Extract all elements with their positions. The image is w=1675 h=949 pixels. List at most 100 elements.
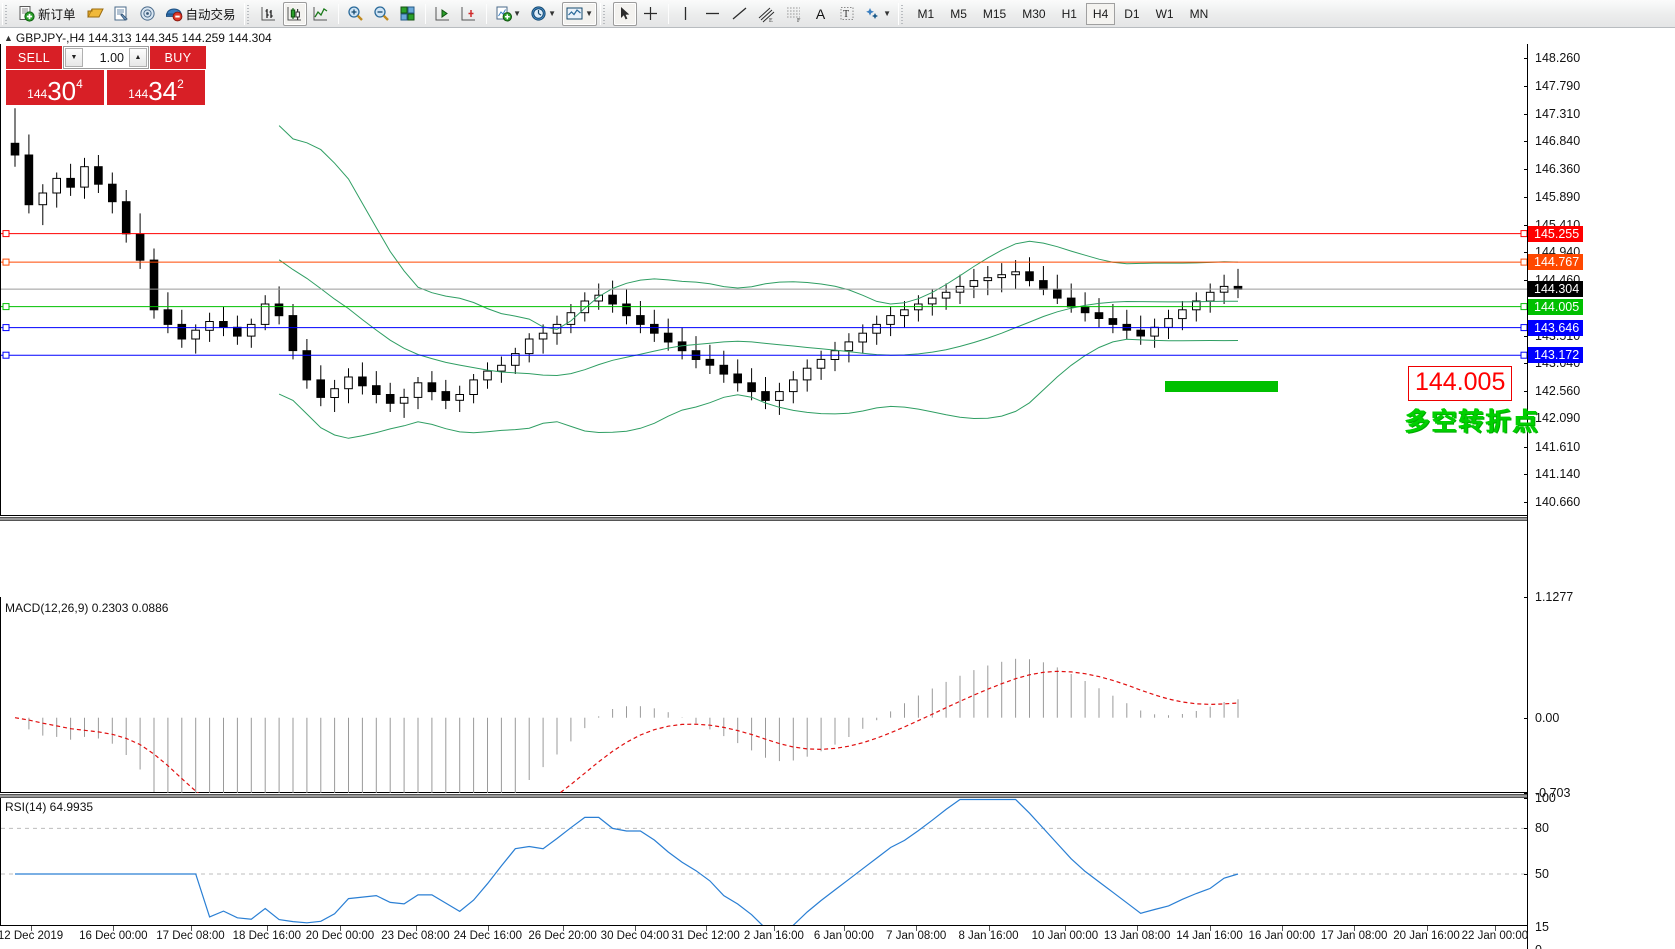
chevron-down-icon[interactable]: ▼ (513, 9, 521, 18)
chevron-down-icon[interactable]: ▼ (548, 9, 556, 18)
chevron-down-icon[interactable]: ▼ (883, 9, 891, 18)
rsi-panel[interactable] (0, 798, 1528, 949)
time-tick (916, 926, 918, 931)
toolbar-grip-2[interactable] (243, 2, 253, 25)
time-tick (1494, 926, 1496, 931)
sell-button[interactable]: SELL (6, 46, 62, 69)
time-tick (415, 926, 417, 931)
timeframe-h4[interactable]: H4 (1085, 2, 1116, 25)
toolbar-grip-1[interactable] (2, 2, 11, 25)
folder-icon (86, 5, 105, 22)
macd-panel[interactable] (0, 597, 1527, 793)
chart-container[interactable]: ▲ GBPJPY-,H4 144.313 144.345 144.259 144.… (0, 28, 1675, 949)
sell-price-display[interactable]: 144 30 4 (6, 70, 104, 105)
toolbar-separator-3 (485, 3, 487, 24)
price-level-chip[interactable]: 145.255 (1528, 225, 1584, 242)
buy-price-display[interactable]: 144 34 2 (107, 70, 205, 105)
tile-windows-icon (399, 5, 416, 22)
time-tick (773, 926, 775, 931)
equidistant-channel-tool[interactable]: E (754, 2, 780, 26)
zoom-in-button[interactable] (344, 2, 368, 26)
macd-label: MACD(12,26,9) 0.2303 0.0886 (5, 601, 169, 615)
timeframe-m5[interactable]: M5 (950, 6, 967, 21)
sell-price-big: 30 (47, 76, 77, 106)
horizontal-line-tool[interactable] (700, 2, 725, 26)
timeframe-m15[interactable]: M15 (982, 6, 1007, 21)
volume-value[interactable]: 1.00 (99, 50, 124, 65)
vertical-line-icon (678, 5, 693, 22)
chart-shift-button[interactable] (457, 2, 481, 26)
price-axis[interactable]: 148.260 147.790 147.310 146.840 146.360 145.8… (1524, 44, 1675, 949)
zoom-in-icon (347, 5, 364, 22)
auto-trading-button[interactable]: 自动交易 (162, 2, 241, 26)
fibonacci-tool[interactable]: F (782, 2, 807, 26)
timeframe-h1[interactable]: H1 (1061, 6, 1077, 21)
line-chart-button[interactable] (309, 2, 333, 26)
text-label-tool[interactable]: T (835, 2, 859, 26)
volume-stepper[interactable]: ▼ 1.00 ▲ (63, 46, 149, 69)
time-tick (988, 926, 990, 931)
symbol-header: ▲ GBPJPY-,H4 144.313 144.345 144.259 144.… (4, 31, 272, 45)
text-a-icon: A (815, 5, 826, 22)
price-level-chip[interactable]: 144.304 (1528, 281, 1584, 298)
price-level-chip[interactable]: 144.005 (1528, 298, 1584, 315)
shapes-tool[interactable]: ▼ (861, 2, 895, 26)
macd-tick-label: 1.1277 (1535, 590, 1574, 604)
collapse-triangle-icon[interactable]: ▲ (4, 33, 13, 43)
toolbar-separator-1 (337, 3, 339, 24)
buy-button[interactable]: BUY (150, 46, 206, 69)
mql5-community-button[interactable] (83, 2, 108, 26)
price-panel[interactable] (0, 44, 1528, 516)
periods-button[interactable]: ▼ (527, 2, 560, 26)
market-button[interactable] (136, 2, 160, 26)
vertical-line-tool[interactable] (674, 2, 698, 26)
price-level-chip[interactable]: 144.767 (1528, 254, 1584, 271)
macd-tick-label: 0.00 (1535, 710, 1560, 725)
time-axis[interactable]: 12 Dec 2019 16 Dec 00:00 17 Dec 08:00 18 De… (0, 925, 1529, 949)
timeframe-m30[interactable]: M30 (1022, 6, 1046, 21)
price-tick (1524, 252, 1528, 253)
time-tick-label: 22 Jan 00:00 (1461, 930, 1529, 942)
volume-increase-button[interactable]: ▲ (129, 48, 147, 67)
toolbar-grip-4[interactable] (897, 2, 907, 25)
crosshair-tool[interactable] (639, 2, 663, 26)
timeframe-w1[interactable]: W1 (1155, 6, 1174, 21)
time-tick (705, 926, 707, 931)
price-level-chip[interactable]: 143.172 (1528, 347, 1584, 364)
price-tick (1524, 446, 1528, 448)
price-level-chip[interactable]: 143.646 (1528, 319, 1584, 336)
equidistant-channel-icon: E (757, 5, 777, 23)
price-tick-label: 140.660 (1535, 495, 1581, 509)
time-tick (340, 926, 341, 931)
bar-chart-button[interactable] (257, 2, 281, 26)
time-tick-label: 8 Jan 16:00 (958, 930, 1019, 942)
time-tick-label: 24 Dec 16:00 (453, 930, 523, 942)
trendline-tool[interactable] (727, 2, 752, 26)
signals-button[interactable] (110, 2, 134, 26)
macd-chart-svg (14, 658, 1239, 793)
rsi-tick-label: 100 (1535, 791, 1556, 805)
volume-decrease-button[interactable]: ▼ (65, 48, 83, 67)
auto-scroll-button[interactable] (431, 2, 455, 26)
time-tick (1426, 926, 1428, 931)
price-tick (1524, 196, 1528, 198)
auto-trading-label: 自动交易 (185, 8, 236, 22)
clock-icon (530, 5, 547, 22)
timeframe-m1[interactable]: M1 (917, 6, 935, 21)
one-click-trading-panel[interactable]: SELL ▼ 1.00 ▲ BUY 144 30 4 144 34 2 (6, 46, 206, 105)
candlestick-chart-button[interactable] (282, 1, 307, 26)
new-order-button[interactable]: 新订单 (15, 2, 81, 26)
time-tick (1281, 926, 1283, 931)
chevron-down-icon[interactable]: ▼ (585, 9, 593, 18)
text-tool[interactable]: A (809, 2, 833, 26)
toolbar-grip-3[interactable] (599, 2, 609, 25)
cursor-tool[interactable] (612, 1, 637, 26)
timeframe-d1[interactable]: D1 (1124, 6, 1140, 21)
macd-panel-separator (0, 517, 1527, 521)
indicators-button[interactable]: ▼ (492, 2, 525, 26)
zoom-out-button[interactable] (370, 2, 394, 26)
templates-button[interactable]: ▼ (561, 1, 597, 26)
timeframe-mn[interactable]: MN (1189, 6, 1209, 21)
market-icon (139, 5, 156, 22)
tile-windows-button[interactable] (396, 2, 420, 26)
